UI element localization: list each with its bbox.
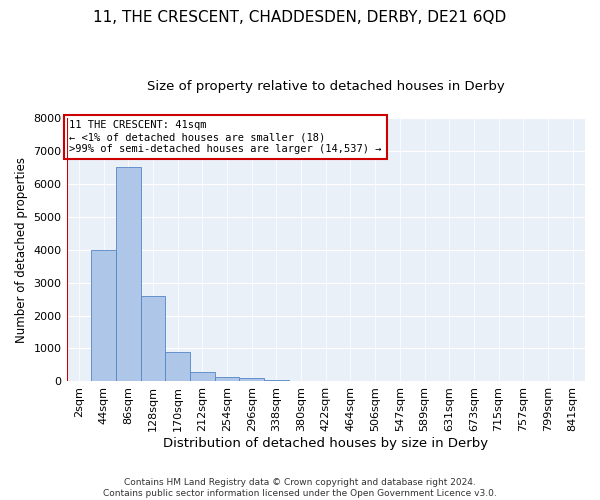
Bar	[264, 380, 289, 382]
Y-axis label: Number of detached properties: Number of detached properties	[15, 156, 28, 342]
Bar	[67, 381, 91, 382]
Bar	[215, 376, 239, 382]
Bar	[140, 296, 165, 382]
Bar	[239, 378, 264, 382]
Bar	[190, 372, 215, 382]
X-axis label: Distribution of detached houses by size in Derby: Distribution of detached houses by size …	[163, 437, 488, 450]
Text: Contains HM Land Registry data © Crown copyright and database right 2024.
Contai: Contains HM Land Registry data © Crown c…	[103, 478, 497, 498]
Bar	[165, 352, 190, 382]
Bar	[289, 381, 313, 382]
Text: 11, THE CRESCENT, CHADDESDEN, DERBY, DE21 6QD: 11, THE CRESCENT, CHADDESDEN, DERBY, DE2…	[94, 10, 506, 25]
Text: 11 THE CRESCENT: 41sqm
← <1% of detached houses are smaller (18)
>99% of semi-de: 11 THE CRESCENT: 41sqm ← <1% of detached…	[69, 120, 382, 154]
Bar	[91, 250, 116, 382]
Bar	[116, 167, 140, 382]
Title: Size of property relative to detached houses in Derby: Size of property relative to detached ho…	[147, 80, 505, 93]
